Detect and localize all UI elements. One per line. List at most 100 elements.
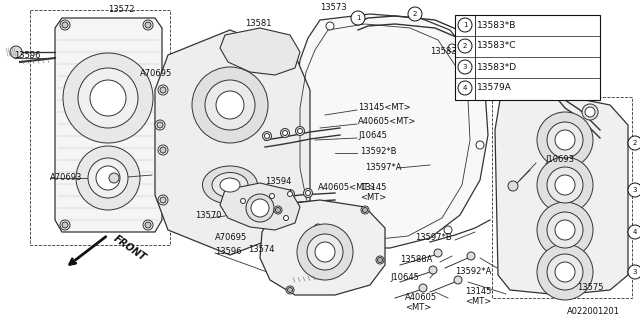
Circle shape [458, 81, 472, 95]
Circle shape [362, 207, 367, 212]
Circle shape [76, 146, 140, 210]
Circle shape [205, 80, 255, 130]
Circle shape [303, 188, 312, 197]
Text: A70695: A70695 [140, 68, 172, 77]
Circle shape [160, 147, 166, 153]
Circle shape [60, 220, 70, 230]
Text: A40605: A40605 [405, 293, 437, 302]
Circle shape [444, 226, 452, 234]
Circle shape [378, 258, 383, 262]
Bar [455, 15, 600, 100]
Text: J10645: J10645 [358, 132, 387, 140]
Text: 13574: 13574 [248, 245, 275, 254]
Circle shape [508, 181, 518, 191]
Text: 13583*B: 13583*B [477, 20, 516, 29]
Circle shape [537, 244, 593, 300]
Text: 13572: 13572 [108, 5, 134, 14]
Text: <MT>: <MT> [405, 303, 431, 313]
Circle shape [555, 262, 575, 282]
Circle shape [454, 276, 462, 284]
Circle shape [287, 287, 292, 292]
Text: 13583*C: 13583*C [477, 42, 516, 51]
Ellipse shape [220, 178, 240, 192]
Circle shape [326, 22, 334, 30]
Circle shape [62, 222, 68, 228]
Text: 13145: 13145 [360, 183, 387, 193]
Circle shape [155, 120, 165, 130]
Text: 3: 3 [633, 269, 637, 275]
Circle shape [216, 91, 244, 119]
Text: 13588A: 13588A [400, 255, 433, 265]
Circle shape [476, 141, 484, 149]
Circle shape [376, 256, 384, 264]
Text: 13579A: 13579A [477, 84, 512, 92]
Text: 13596: 13596 [14, 51, 40, 60]
Text: <MT>: <MT> [360, 194, 387, 203]
Circle shape [284, 215, 289, 220]
Text: 3: 3 [633, 187, 637, 193]
Text: J10693: J10693 [545, 156, 574, 164]
Text: 4: 4 [633, 229, 637, 235]
Text: 13573: 13573 [320, 4, 347, 12]
Circle shape [296, 126, 305, 135]
Circle shape [307, 234, 343, 270]
Circle shape [158, 195, 168, 205]
Circle shape [429, 266, 437, 274]
Text: 13596: 13596 [215, 247, 241, 257]
Circle shape [285, 189, 294, 198]
Circle shape [10, 46, 22, 58]
Text: 13597*B: 13597*B [415, 234, 452, 243]
Text: 13145: 13145 [465, 287, 492, 297]
Circle shape [269, 194, 275, 198]
Circle shape [467, 252, 475, 260]
Text: 1: 1 [356, 15, 360, 21]
Ellipse shape [212, 172, 248, 197]
Circle shape [555, 175, 575, 195]
Circle shape [298, 129, 303, 133]
Polygon shape [220, 183, 300, 230]
Circle shape [145, 222, 151, 228]
Circle shape [251, 199, 269, 217]
Text: A70695: A70695 [215, 234, 247, 243]
Text: 13592*A: 13592*A [455, 268, 492, 276]
Text: 13592*B: 13592*B [360, 148, 397, 156]
Circle shape [547, 167, 583, 203]
Text: 13583*D: 13583*D [477, 62, 517, 71]
Circle shape [537, 202, 593, 258]
Circle shape [241, 198, 246, 204]
Circle shape [160, 87, 166, 93]
Text: A70693: A70693 [50, 173, 83, 182]
Circle shape [361, 206, 369, 214]
Text: 13594: 13594 [265, 178, 291, 187]
Circle shape [60, 20, 70, 30]
Circle shape [88, 158, 128, 198]
Text: 2: 2 [463, 43, 467, 49]
Circle shape [458, 39, 472, 53]
Text: 1: 1 [463, 22, 467, 28]
Circle shape [62, 22, 68, 28]
Circle shape [274, 206, 282, 214]
Circle shape [145, 22, 151, 28]
Text: 13581: 13581 [245, 20, 271, 28]
Circle shape [448, 44, 456, 52]
Circle shape [143, 220, 153, 230]
Circle shape [297, 224, 353, 280]
Circle shape [469, 32, 481, 44]
Text: A40605<MT>: A40605<MT> [318, 183, 376, 193]
Circle shape [419, 284, 427, 292]
Circle shape [628, 225, 640, 239]
Circle shape [266, 209, 271, 213]
Polygon shape [495, 95, 628, 295]
Polygon shape [295, 14, 488, 248]
Circle shape [458, 18, 472, 32]
Circle shape [287, 191, 292, 196]
Circle shape [158, 145, 168, 155]
Polygon shape [55, 18, 162, 232]
Circle shape [160, 197, 166, 203]
Circle shape [408, 7, 422, 21]
Circle shape [582, 104, 598, 120]
Circle shape [286, 286, 294, 294]
Circle shape [78, 68, 138, 128]
Text: FRONT: FRONT [112, 234, 148, 263]
Polygon shape [155, 30, 310, 255]
